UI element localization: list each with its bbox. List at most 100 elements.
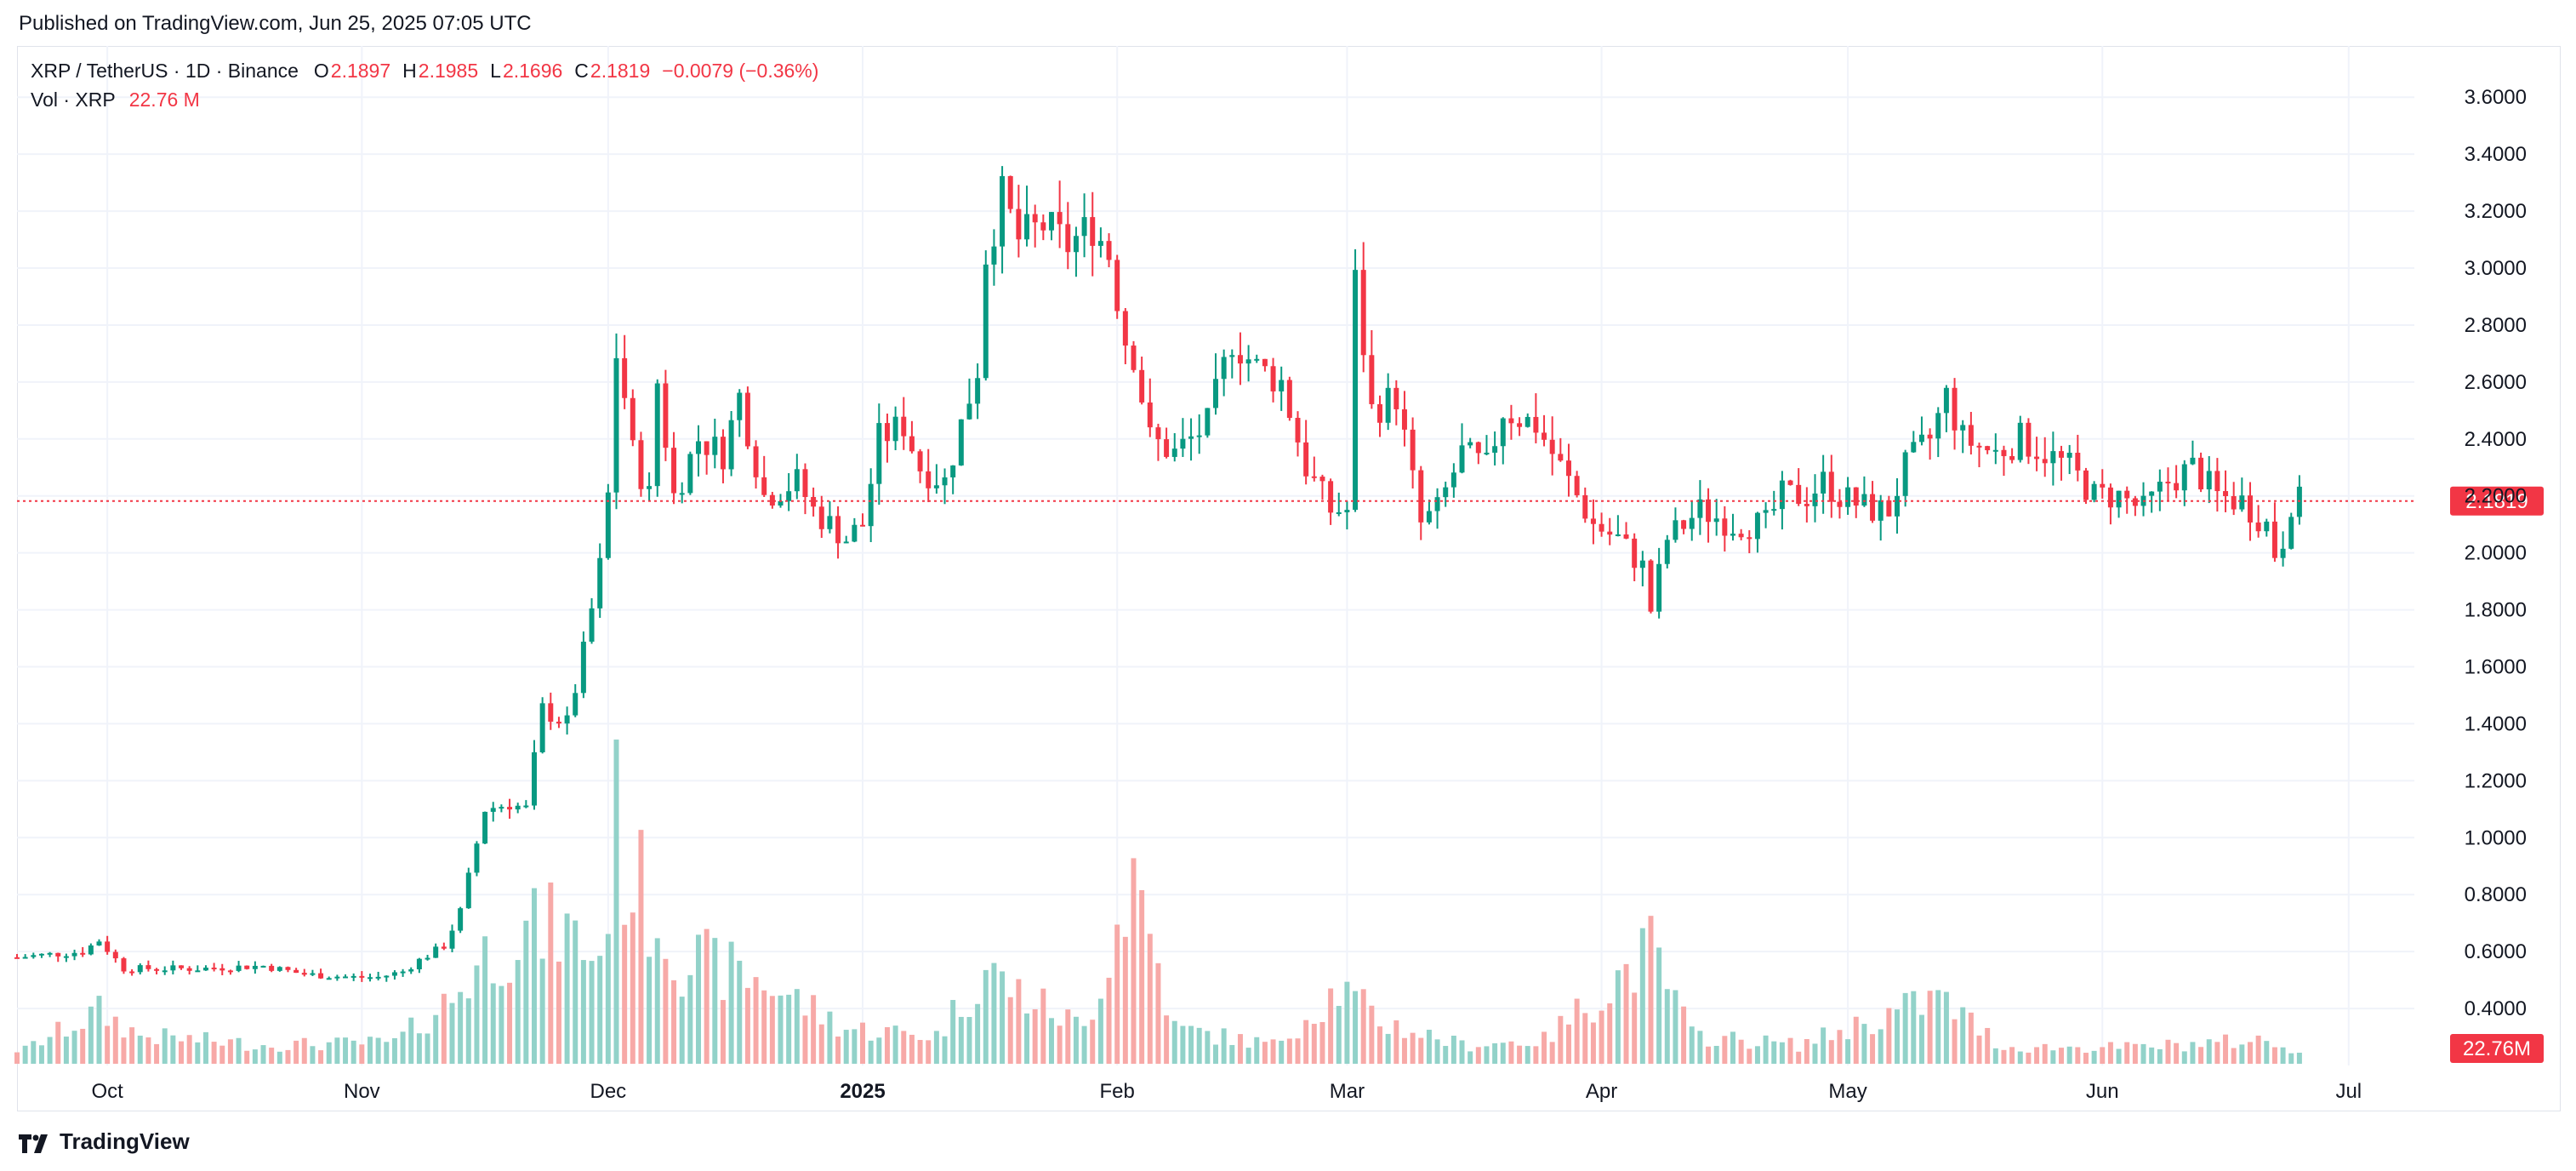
volume-bar: [2001, 1049, 2007, 1064]
volume-bar: [236, 1037, 242, 1064]
candle-body: [1804, 504, 1809, 506]
candle-body: [983, 264, 989, 379]
volume-bar: [1771, 1041, 1777, 1064]
volume-bar: [1968, 1012, 1974, 1064]
last-price-badge: [2450, 486, 2544, 516]
volume-bar: [926, 1040, 932, 1064]
volume-bar: [1188, 1025, 1194, 1064]
volume-bar: [605, 934, 611, 1064]
candle-body: [1927, 434, 1933, 439]
candle-body: [1286, 380, 1292, 418]
volume-bar: [1821, 1027, 1827, 1064]
candle-body: [1525, 416, 1530, 427]
candle-body: [1344, 510, 1350, 512]
candle-body: [2239, 495, 2245, 510]
volume-bar: [2132, 1043, 2138, 1064]
candle-body: [835, 516, 841, 544]
volume-bar: [647, 957, 653, 1064]
volume-bar: [843, 1030, 849, 1064]
candle-body: [1262, 358, 1268, 367]
volume-bar: [1401, 1037, 1407, 1064]
candle-body: [1681, 520, 1687, 529]
volume-bar: [728, 941, 734, 1064]
candles: [14, 166, 2302, 982]
candle-body: [112, 951, 118, 959]
volume-bar: [1639, 928, 1645, 1064]
candle-body: [449, 930, 455, 949]
volume-bar: [285, 1049, 291, 1064]
volume-bar: [663, 958, 669, 1064]
candle-body: [1081, 217, 1087, 237]
volume-bar: [343, 1037, 349, 1064]
candle-body: [490, 808, 496, 812]
candle-body: [1401, 408, 1407, 430]
candle-body: [1171, 448, 1177, 457]
volume-bar: [1779, 1042, 1785, 1064]
candle-body: [47, 952, 53, 955]
candle-body: [1024, 214, 1030, 240]
volume-bar: [359, 1044, 365, 1064]
candle-body: [2017, 422, 2023, 460]
candle-body: [2223, 491, 2229, 496]
volume-value: 22.76 M: [128, 89, 200, 111]
candle-body: [236, 965, 242, 971]
candle-body: [950, 465, 956, 477]
time-tick-label: 2025: [840, 1080, 885, 1103]
candle-body: [1886, 500, 1892, 517]
volume-bar: [2149, 1047, 2155, 1064]
volume-bar: [2239, 1044, 2245, 1064]
candle-body: [1122, 311, 1128, 346]
candle-body: [170, 965, 176, 971]
volume-bar: [2190, 1042, 2196, 1064]
candle-body: [868, 483, 874, 527]
volume-bar: [1484, 1046, 1490, 1064]
volume-bar: [1565, 1024, 1571, 1064]
volume-bar: [1328, 988, 1334, 1064]
candle-body: [482, 811, 488, 844]
grid: [17, 46, 2414, 1065]
volume-bar: [1270, 1039, 1276, 1064]
close-label: C: [574, 60, 589, 82]
candle-body: [1048, 212, 1054, 231]
volume-bar: [1007, 997, 1013, 1064]
volume-bar: [465, 998, 471, 1064]
volume-bar: [2223, 1034, 2229, 1064]
candle-body: [269, 965, 275, 971]
candle-body: [1131, 346, 1137, 370]
candle-body: [285, 967, 291, 970]
volume-bar: [80, 1028, 86, 1064]
candle-body: [712, 437, 718, 455]
candle-body: [1311, 476, 1317, 478]
candle-body: [687, 454, 693, 494]
volume-bar: [983, 969, 989, 1064]
last-volume-badge: [2450, 1034, 2544, 1063]
tradingview-logo[interactable]: TradingView: [19, 1128, 190, 1155]
volume-bar: [769, 996, 775, 1064]
volume-bar: [1607, 1003, 1613, 1064]
candle-body: [1590, 518, 1596, 524]
volume-label[interactable]: Vol · XRP: [31, 89, 116, 111]
candle-body: [1639, 560, 1645, 568]
volume-bar: [950, 1000, 956, 1064]
candle-body: [2280, 548, 2286, 558]
candle-body: [227, 970, 233, 973]
candle-body: [1812, 493, 1818, 506]
low-value: 2.1696: [502, 60, 563, 82]
candle-body: [1771, 509, 1777, 511]
candle-body: [1032, 214, 1038, 223]
volume-bar: [1787, 1037, 1793, 1064]
candle-body: [1952, 387, 1958, 431]
volume-bar: [1385, 1033, 1391, 1064]
candle-body: [2190, 457, 2196, 465]
candle-body: [1976, 445, 1982, 448]
volume-bar: [1090, 1020, 1096, 1064]
candle-body: [1821, 471, 1827, 494]
candle-body: [1902, 452, 1908, 496]
volume-bar: [1097, 998, 1103, 1064]
symbol-label[interactable]: XRP / TetherUS · 1D · Binance: [31, 60, 299, 82]
volume-bar: [2107, 1042, 2113, 1064]
volume-bar: [1542, 1031, 1547, 1064]
candle-body: [384, 975, 390, 978]
volume-bar: [835, 1037, 841, 1064]
